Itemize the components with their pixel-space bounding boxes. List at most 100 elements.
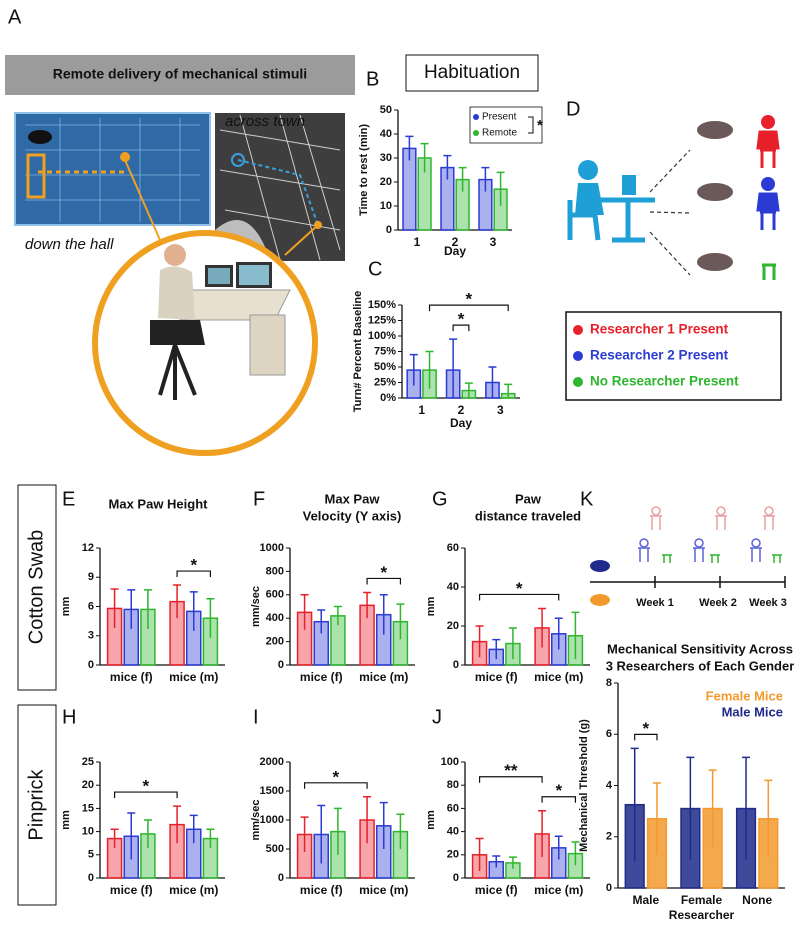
error-bar xyxy=(173,805,182,844)
y-tick-label: 50 xyxy=(380,104,392,116)
error-bar xyxy=(508,627,517,660)
legend-box xyxy=(469,106,543,144)
error-bar xyxy=(206,597,215,638)
x-tick-label: mice (f) xyxy=(475,670,518,684)
legend-label: Present xyxy=(482,112,517,123)
y-tick-label: 60 xyxy=(447,802,459,814)
x-tick-label: Female xyxy=(681,893,723,907)
error-bar xyxy=(317,804,326,864)
error-bar xyxy=(143,589,152,629)
y-tick-label: 4 xyxy=(606,779,613,791)
error-bar xyxy=(379,801,388,849)
y-tick-label: 0 xyxy=(88,659,94,671)
y-tick-label: 0 xyxy=(386,224,392,236)
y-tick-label: 500 xyxy=(266,843,284,855)
y-tick-label: 25% xyxy=(374,376,396,388)
significance-label: * xyxy=(143,777,150,796)
error-bar xyxy=(554,835,563,860)
banner xyxy=(5,55,355,95)
chart-title: Max Paw Height xyxy=(109,496,209,511)
researcher-illustration xyxy=(92,230,318,456)
x-tick-label: mice (m) xyxy=(359,670,408,684)
significance-label: * xyxy=(458,310,465,329)
error-bar xyxy=(409,353,418,386)
error-bar xyxy=(143,819,152,848)
y-axis-label: mm xyxy=(60,597,72,617)
y-tick-label: 0 xyxy=(453,659,459,671)
legend-swatch xyxy=(473,130,479,136)
row-label: Pinprick xyxy=(25,768,47,840)
panel-letter: D xyxy=(566,98,580,120)
y-tick-label: 10 xyxy=(380,200,392,212)
error-bar xyxy=(127,812,136,860)
x-tick-label: mice (f) xyxy=(475,883,518,897)
significance-label: * xyxy=(333,767,340,786)
chart-title: 3 Researchers of Each Gender xyxy=(606,658,794,673)
setup-diagram xyxy=(567,115,780,280)
error-bar xyxy=(449,338,458,398)
error-bar xyxy=(475,625,484,658)
x-axis-label: Day xyxy=(444,244,466,258)
y-tick-label: 40 xyxy=(447,826,459,838)
y-tick-label: 12 xyxy=(82,542,94,554)
error-bar xyxy=(686,756,695,860)
panel-letter: E xyxy=(62,488,75,510)
y-tick-label: 600 xyxy=(266,589,284,601)
legend-swatch xyxy=(473,114,479,120)
significance-bracket xyxy=(113,791,178,799)
y-tick-label: 400 xyxy=(266,612,284,624)
x-tick-label: mice (m) xyxy=(534,670,583,684)
error-bar xyxy=(189,591,198,631)
y-axis-label: Turn# Percent Baseline xyxy=(352,291,364,412)
map-label: across town xyxy=(225,113,305,130)
legend-label: Researcher 1 Present xyxy=(590,322,729,337)
chart-title: Mechanical Sensitivity Across xyxy=(607,641,793,656)
y-tick-label: 150% xyxy=(368,299,396,311)
legend-label: No Researcher Present xyxy=(590,374,739,389)
y-tick-label: 1000 xyxy=(260,542,284,554)
y-tick-label: 50% xyxy=(374,361,396,373)
legend-label: Female Mice xyxy=(706,688,783,703)
y-tick-label: 20 xyxy=(447,620,459,632)
timeline xyxy=(590,506,786,606)
error-bar xyxy=(538,607,547,648)
error-bar xyxy=(538,809,547,858)
error-bar xyxy=(206,828,215,848)
error-bar xyxy=(496,171,505,206)
title-box xyxy=(405,54,539,92)
panel-letter: K xyxy=(580,488,594,510)
row-label: Cotton Swab xyxy=(25,530,47,645)
error-bar xyxy=(405,135,414,161)
x-axis-label: Day xyxy=(450,416,472,430)
y-tick-label: 200 xyxy=(266,636,284,648)
error-bar xyxy=(333,605,342,626)
error-bar xyxy=(481,166,490,192)
chart-title: Habituation xyxy=(424,62,520,83)
week-label: Week 1 xyxy=(636,597,674,609)
error-bar xyxy=(652,782,661,855)
error-bar xyxy=(396,603,405,640)
error-bar xyxy=(110,588,119,628)
y-axis-label: mm xyxy=(425,810,437,830)
y-tick-label: 2 xyxy=(606,831,612,843)
y-tick-label: 60 xyxy=(447,542,459,554)
error-bar xyxy=(464,382,473,398)
error-bar xyxy=(630,747,639,862)
y-axis-label: mm xyxy=(60,810,72,830)
panel-letter: G xyxy=(432,488,448,510)
chart-title: Velocity (Y axis) xyxy=(303,508,402,523)
panel-letter: C xyxy=(368,258,382,280)
legend-box xyxy=(565,311,782,401)
x-tick-label: None xyxy=(742,893,772,907)
chart-title: Paw xyxy=(515,491,542,506)
y-tick-label: 20 xyxy=(380,176,392,188)
significance-bracket xyxy=(478,593,560,601)
x-tick-label: 2 xyxy=(458,403,465,417)
y-tick-label: 40 xyxy=(380,128,392,140)
significance-label: * xyxy=(466,290,473,309)
significance-label: ** xyxy=(504,761,518,780)
y-tick-label: 30 xyxy=(380,152,392,164)
y-tick-label: 6 xyxy=(88,600,94,612)
significance-bracket xyxy=(634,733,658,741)
